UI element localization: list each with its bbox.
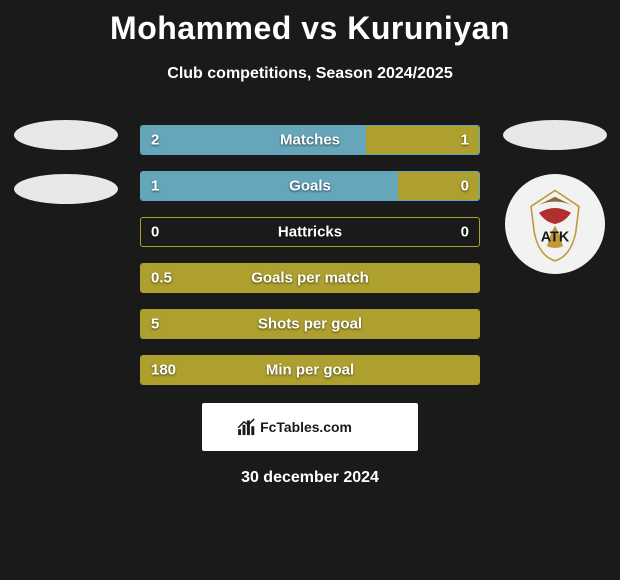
value-left: 1 [151,178,159,195]
value-right: 1 [461,132,469,149]
left-club-badge-2 [14,174,118,204]
stat-row-matches: 2 1 Matches [140,125,480,155]
value-left: 0.5 [151,270,172,287]
row-label: Goals per match [251,270,369,287]
stat-row-goals: 1 0 Goals [140,171,480,201]
svg-text:ATK: ATK [540,230,569,246]
value-right: 0 [461,224,469,241]
value-left: 0 [151,224,159,241]
row-label: Goals [289,178,331,195]
svg-text:FcTables.com: FcTables.com [260,419,352,435]
row-label: Min per goal [266,362,354,379]
row-label: Shots per goal [258,316,362,333]
atk-logo-icon: ATK [515,184,595,264]
footer-date: 30 december 2024 [0,469,620,487]
value-left: 180 [151,362,176,379]
row-label: Hattricks [278,224,342,241]
stat-row-goals-per-match: 0.5 Goals per match [140,263,480,293]
row-label: Matches [280,132,340,149]
left-badges-column [8,120,123,228]
bar-left [141,172,398,200]
value-right: 0 [461,178,469,195]
stat-row-min-per-goal: 180 Min per goal [140,355,480,385]
page-title: Mohammed vs Kuruniyan [0,0,620,47]
right-club-badge-1 [503,120,607,150]
right-badges-column: ATK [497,120,612,274]
page-subtitle: Club competitions, Season 2024/2025 [0,65,620,83]
right-club-badge-2: ATK [505,174,605,274]
value-left: 2 [151,132,159,149]
brand-box: FcTables.com [202,403,418,451]
left-club-badge-1 [14,120,118,150]
stat-row-hattricks: 0 0 Hattricks [140,217,480,247]
stat-row-shots-per-goal: 5 Shots per goal [140,309,480,339]
value-left: 5 [151,316,159,333]
fctables-logo-icon: FcTables.com [220,416,400,438]
